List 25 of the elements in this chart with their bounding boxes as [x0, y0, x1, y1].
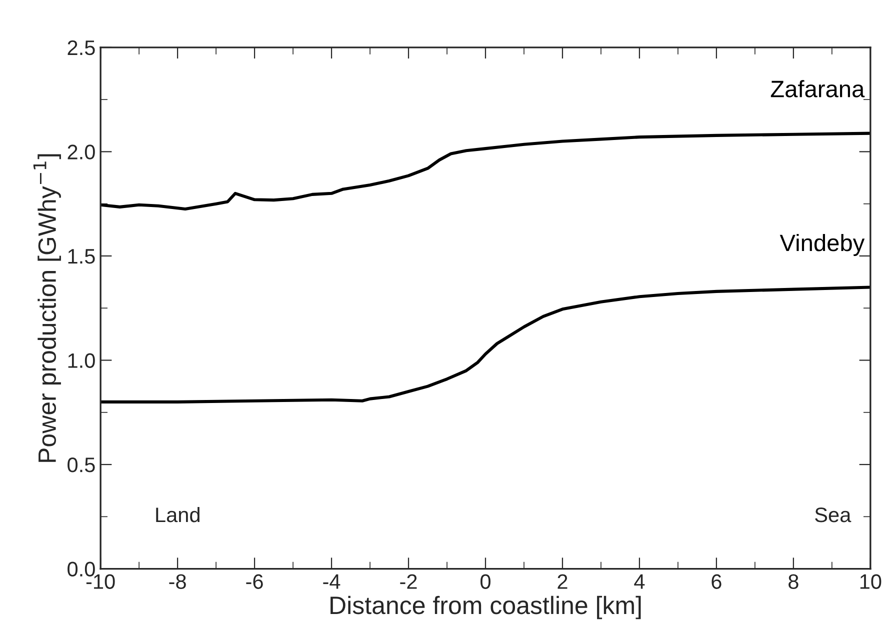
y-tick-label: 0.0	[68, 562, 95, 577]
y-tick-label: 0.5	[68, 458, 95, 472]
y-tick-label: 2.5	[68, 40, 95, 56]
x-tick-label: -6	[246, 574, 263, 589]
x-tick-label: -10	[86, 574, 115, 589]
y-tick-label: 1.5	[68, 249, 95, 264]
y-axis-title: Power production [GWhy$^{−1}$]	[33, 154, 61, 462]
x-tick-label: 4	[634, 574, 645, 589]
x-tick-label: 8	[788, 574, 798, 589]
series-label: Zafarana	[770, 80, 865, 98]
annotation: Land	[156, 506, 200, 522]
x-tick-label: 6	[712, 574, 722, 589]
x-tick-label: -2	[400, 574, 417, 589]
annotation: Sea	[815, 508, 852, 522]
x-tick-label: -4	[323, 574, 340, 589]
y-tick-label: 1.0	[68, 353, 95, 368]
x-tick-label: -8	[169, 574, 186, 589]
x-axis-title: Distance from coastline [km]	[330, 596, 641, 620]
x-tick-label: 10	[860, 574, 882, 589]
x-tick-label: 0	[480, 574, 490, 589]
series-label: Vindeby	[780, 234, 865, 256]
y-tick-label: 2.0	[68, 144, 95, 160]
line-series	[100, 132, 870, 211]
x-tick-label: 2	[558, 574, 568, 589]
line-series	[100, 286, 870, 404]
